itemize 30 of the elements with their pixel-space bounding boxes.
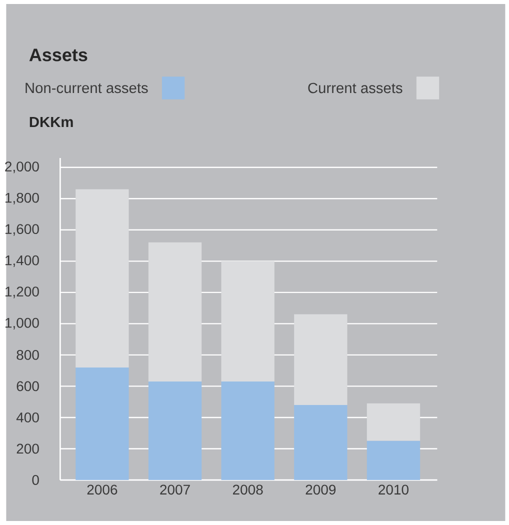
y-tick-label: 200 bbox=[16, 444, 39, 454]
bar bbox=[221, 261, 274, 382]
bar bbox=[221, 382, 274, 480]
y-tick-label: 1,800 bbox=[5, 192, 39, 204]
y-tick-label: 400 bbox=[16, 412, 39, 422]
y-tick-label: 1,400 bbox=[5, 255, 39, 267]
y-tick-label: 1,000 bbox=[5, 318, 39, 330]
bar bbox=[366, 403, 420, 441]
y-tick-label: 800 bbox=[16, 350, 39, 360]
bar bbox=[76, 189, 129, 368]
x-tick-label: 2008 bbox=[232, 484, 263, 495]
bar bbox=[294, 404, 348, 480]
bar bbox=[148, 382, 202, 480]
y-tick-label: 2,000 bbox=[5, 162, 39, 174]
chart-title: Assets bbox=[29, 48, 88, 62]
y-axis-title: DKKm bbox=[30, 116, 73, 128]
x-tick-label: 2006 bbox=[87, 484, 118, 495]
x-tick-label: 2009 bbox=[306, 484, 336, 495]
bar bbox=[148, 242, 202, 382]
x-tick-label: 2010 bbox=[378, 484, 408, 495]
bar bbox=[294, 314, 348, 405]
y-tick-label: 1,600 bbox=[5, 224, 39, 236]
bar bbox=[76, 367, 129, 480]
y-tick-label: 1,200 bbox=[5, 286, 39, 298]
y-tick-label: 0 bbox=[32, 475, 39, 485]
x-tick-label: 2007 bbox=[160, 484, 190, 495]
legend-label: Current assets bbox=[308, 82, 402, 94]
legend-label: Non-current assets bbox=[26, 82, 148, 94]
y-tick-label: 600 bbox=[16, 381, 39, 392]
bar bbox=[366, 440, 420, 480]
